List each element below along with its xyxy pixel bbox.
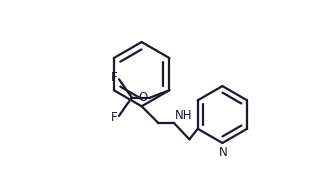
Text: F: F — [111, 111, 118, 124]
Text: F: F — [111, 71, 118, 84]
Text: O: O — [139, 91, 148, 104]
Text: NH: NH — [175, 109, 192, 122]
Text: N: N — [219, 146, 228, 159]
